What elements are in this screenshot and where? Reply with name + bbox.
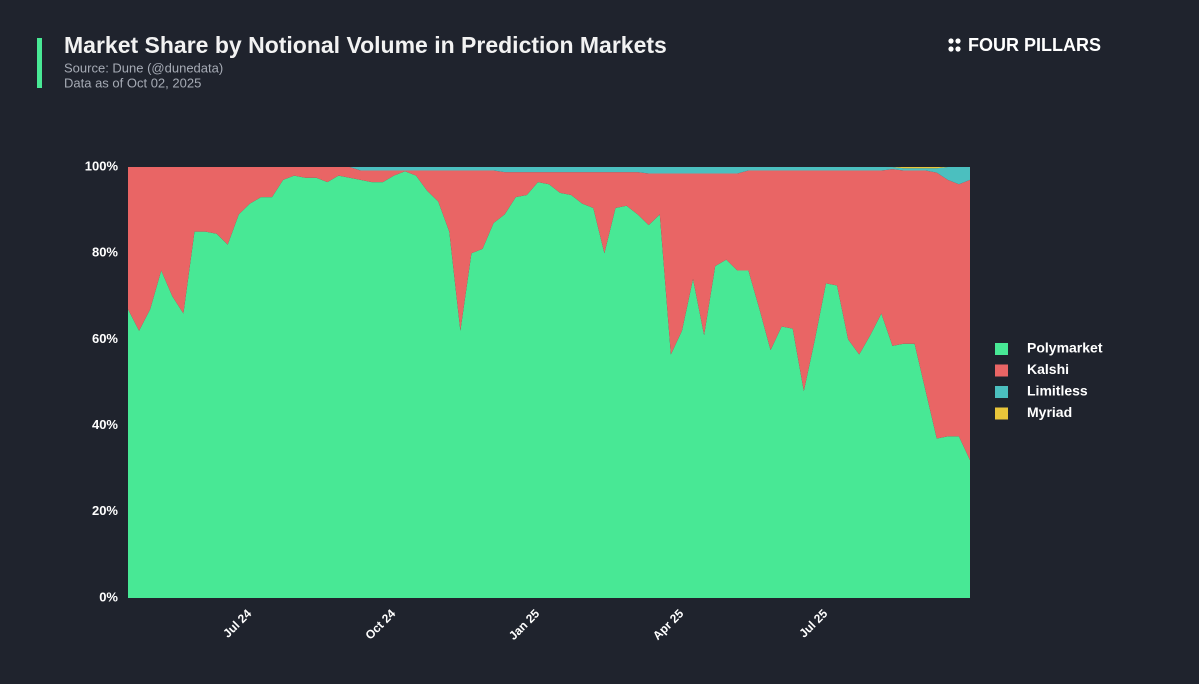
y-tick-label: 40%: [92, 417, 118, 432]
brand-icon: [948, 38, 961, 52]
accent-bar: [37, 38, 42, 88]
subtitle: Source: Dune (@dunedata): [64, 60, 223, 75]
area: [128, 167, 970, 461]
y-tick-label: 60%: [92, 331, 118, 346]
y-tick-label: 100%: [85, 158, 119, 173]
chart-title: Market Share by Notional Volume in Predi…: [64, 32, 667, 58]
note: Data as of Oct 02, 2025: [64, 75, 201, 90]
legend-label: Polymarket: [1027, 340, 1103, 356]
y-tick-label: 20%: [92, 503, 118, 518]
legend-label: Kalshi: [1027, 361, 1069, 377]
legend-swatch: [995, 407, 1008, 420]
legend-swatch: [995, 386, 1008, 398]
area: [128, 167, 970, 185]
legend-swatch: [995, 343, 1008, 355]
y-tick-label: 80%: [92, 245, 118, 260]
y-tick-label: 0%: [99, 589, 118, 604]
legend-label: Limitless: [1027, 383, 1088, 399]
brand: FOUR PILLARS: [968, 35, 1101, 55]
legend-label: Myriad: [1027, 404, 1072, 420]
area: [128, 171, 970, 598]
legend-swatch: [995, 364, 1008, 377]
